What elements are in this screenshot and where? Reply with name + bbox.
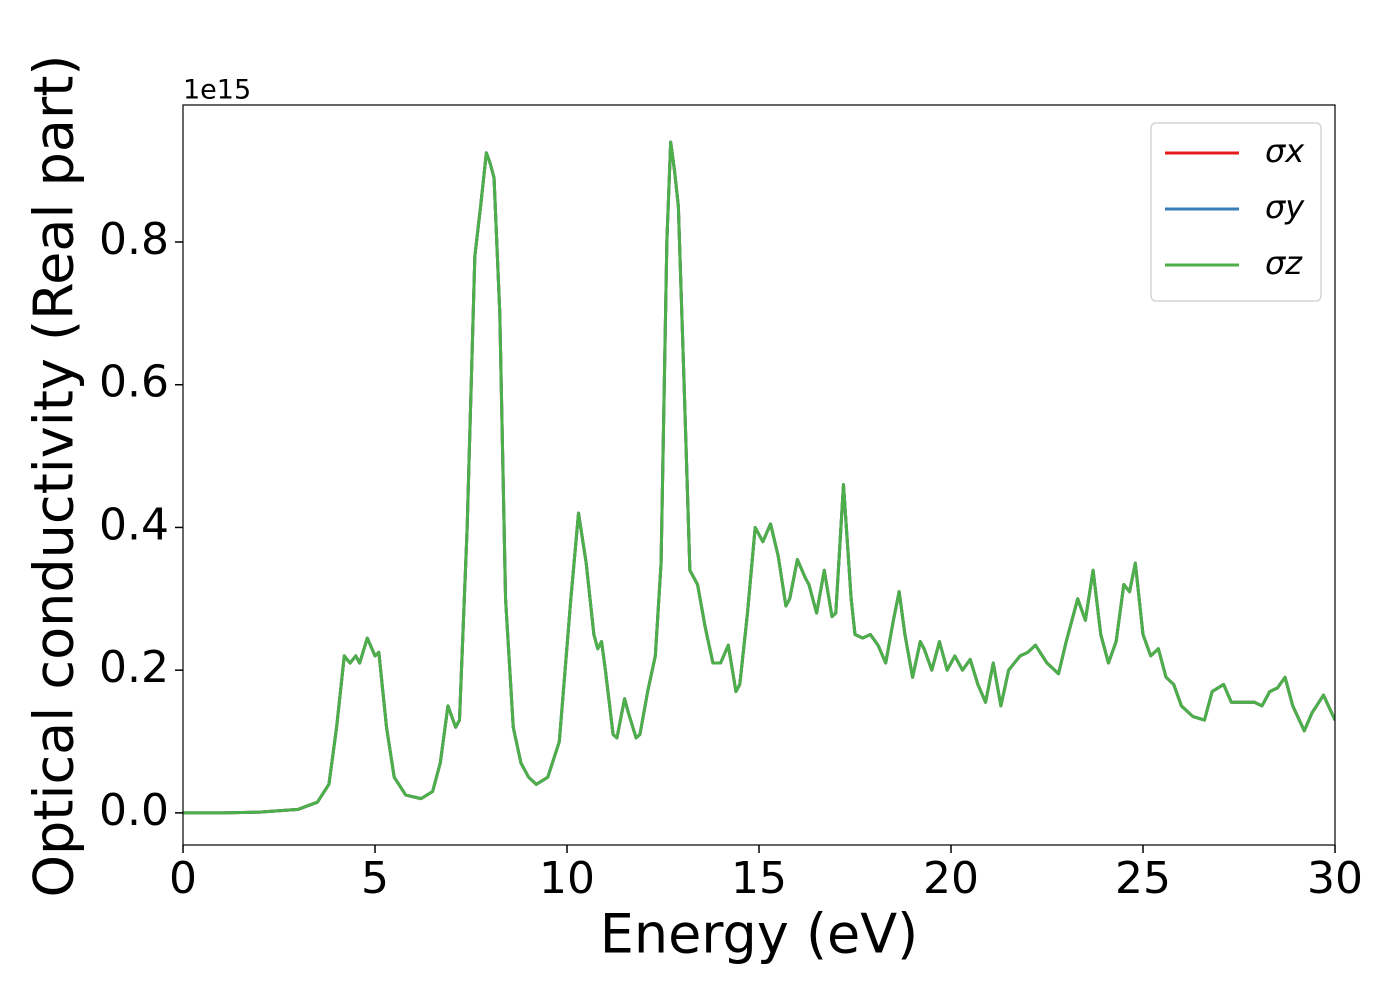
series-line — [183, 140, 1335, 815]
x-tick-label: 20 — [923, 853, 979, 904]
y-tick-label: 0.8 — [99, 214, 169, 265]
x-tick-label: 25 — [1115, 853, 1171, 904]
offset-label: 1e15 — [183, 75, 251, 106]
x-tick-label: 15 — [731, 853, 787, 904]
legend-label: σx — [1265, 132, 1305, 170]
y-tick-label: 0.0 — [99, 785, 169, 836]
y-tick-label: 0.6 — [99, 357, 169, 408]
legend-box — [1150, 122, 1322, 302]
plot-frame — [182, 104, 1336, 846]
legend-label: σz — [1265, 244, 1303, 282]
y-axis-label: Optical conductivity (Real part) — [23, 55, 86, 898]
x-tick-label: 10 — [539, 853, 595, 904]
y-tick-label: 0.2 — [99, 642, 169, 693]
x-tick-label: 5 — [361, 853, 389, 904]
y-tick-label: 0.4 — [99, 499, 169, 550]
x-axis-label: Energy (eV) — [600, 903, 919, 966]
x-tick-label: 0 — [169, 853, 197, 904]
legend-label: σy — [1265, 188, 1305, 226]
x-tick-label: 30 — [1307, 853, 1363, 904]
